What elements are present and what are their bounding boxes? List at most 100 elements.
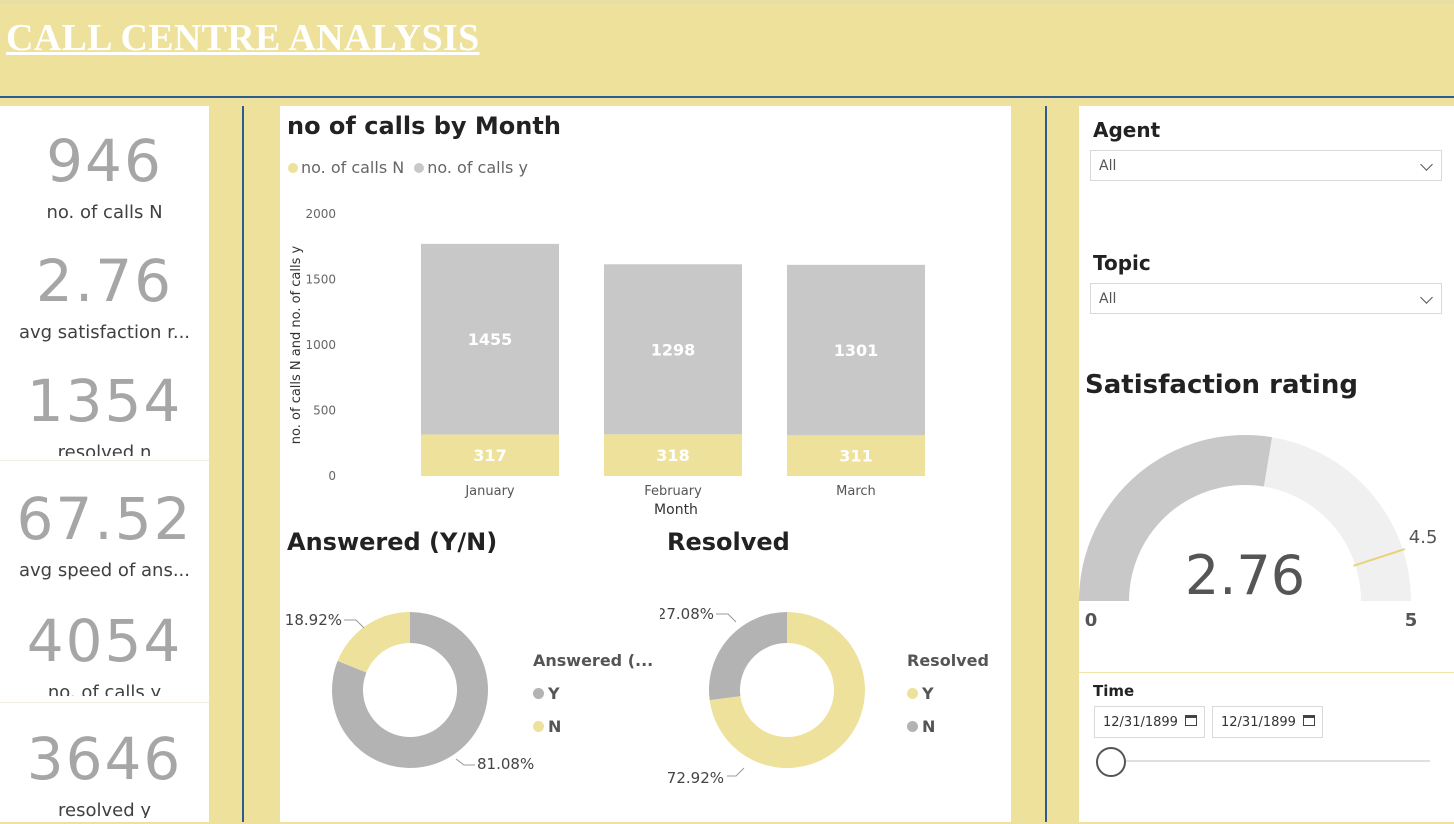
kpi-label: avg speed of ans... <box>19 560 190 581</box>
start-date-value: 12/31/1899 <box>1103 715 1178 730</box>
legend-dot-icon <box>907 688 918 699</box>
bar-data-label: 317 <box>473 446 506 465</box>
y-tick-label: 500 <box>313 404 336 418</box>
bar-february-calls-n[interactable] <box>604 434 742 476</box>
agent-slicer-title: Agent <box>1093 118 1161 142</box>
time-slicer-title: Time <box>1093 682 1135 700</box>
kpi-card-resolved-y[interactable]: 3646 resolved y <box>0 730 209 818</box>
resolved-legend-title: Resolved <box>907 651 989 670</box>
kpi-value: 946 <box>46 132 163 195</box>
donut-slice-y[interactable] <box>709 612 865 768</box>
bar-march-calls-y[interactable] <box>787 264 925 436</box>
chevron-down-icon <box>1420 158 1433 171</box>
right-panel: Agent All Topic All Satisfaction rating … <box>1079 106 1454 822</box>
legend-dot-icon <box>414 162 425 173</box>
time-slider-handle[interactable] <box>1096 747 1126 777</box>
legend-dot-icon <box>907 721 918 732</box>
tab-strip <box>0 0 1454 4</box>
resolved-donut-chart[interactable]: 27.08% 72.92% <box>660 576 920 816</box>
kpi-value: 3646 <box>26 730 183 793</box>
legend-dot-icon <box>533 721 544 732</box>
answered-donut-chart[interactable]: 18.92% 81.08% <box>280 576 540 816</box>
legend-item-answered-n[interactable]: N <box>533 717 653 736</box>
kpi-label: no. of calls y <box>47 682 162 696</box>
end-date-input[interactable]: 12/31/1899 <box>1212 706 1323 738</box>
leader-line <box>455 758 475 766</box>
legend-label: Y <box>548 684 560 703</box>
answered-legend-title: Answered (... <box>533 651 654 670</box>
kpi-card-calls-n[interactable]: 946 no. of calls N <box>0 132 209 223</box>
start-date-input[interactable]: 12/31/1899 <box>1094 706 1205 738</box>
gauge-target-label: 4.5 <box>1409 527 1438 548</box>
kpi-card-resolved-n[interactable]: 1354 resolved n <box>0 372 209 456</box>
bar-january-calls-y[interactable] <box>421 243 559 435</box>
bar-february-calls-y[interactable] <box>604 264 742 435</box>
legend-item-resolved-n[interactable]: N <box>907 717 1007 736</box>
topic-dropdown-value: All <box>1099 291 1117 307</box>
resolved-legend: Resolved Y N <box>907 651 1007 736</box>
bar-data-label: 318 <box>656 446 689 465</box>
bar-data-label: 1298 <box>651 340 696 359</box>
gauge-min-label: 0 <box>1085 610 1098 626</box>
leader-line <box>344 619 365 629</box>
legend-item-calls-y[interactable]: no. of calls y <box>414 158 528 177</box>
donut-data-label: 27.08% <box>660 605 714 623</box>
gauge-fill <box>1079 435 1272 601</box>
topic-slicer-title: Topic <box>1093 251 1151 275</box>
page-title: CALL CENTRE ANALYSIS <box>6 17 480 59</box>
y-tick-label: 1500 <box>305 273 336 287</box>
kpi-panel: 946 no. of calls N 2.76 avg satisfaction… <box>0 106 209 822</box>
kpi-value: 67.52 <box>16 490 193 553</box>
donut-data-label: 18.92% <box>285 611 342 629</box>
legend-label: no. of calls y <box>427 158 528 177</box>
kpi-card-avg-speed[interactable]: 67.52 avg speed of ans... <box>0 490 209 581</box>
time-slider-track[interactable] <box>1112 760 1430 762</box>
legend-item-answered-y[interactable]: Y <box>533 684 653 703</box>
agent-dropdown-value: All <box>1099 158 1117 174</box>
bar-march-calls-n[interactable] <box>787 435 925 476</box>
legend-dot-icon <box>533 688 544 699</box>
donut-data-label: 72.92% <box>667 769 724 787</box>
kpi-card-calls-y[interactable]: 4054 no. of calls y <box>0 612 209 696</box>
legend-label: N <box>548 717 562 736</box>
leader-line <box>727 767 745 777</box>
legend-label: no. of calls N <box>301 158 405 177</box>
bar-chart-legend: no. of calls N no. of calls y <box>288 158 538 177</box>
header: CALL CENTRE ANALYSIS <box>0 0 1454 98</box>
y-tick-label: 1000 <box>305 338 336 352</box>
calendar-icon[interactable] <box>1185 715 1197 726</box>
bar-chart[interactable]: 0 500 1000 1500 2000 no. of calls N and no. o… <box>280 186 1011 516</box>
topic-dropdown[interactable]: All <box>1090 283 1442 314</box>
gauge-max-label: 5 <box>1405 610 1418 626</box>
divider-line-left <box>242 106 244 822</box>
donut-slice-y[interactable] <box>332 612 488 768</box>
kpi-value: 1354 <box>26 372 183 435</box>
time-separator <box>1079 672 1454 673</box>
satisfaction-gauge[interactable]: 4.5 2.76 0 5 <box>1079 426 1454 626</box>
kpi-label: resolved y <box>58 800 151 818</box>
x-tick-label: January <box>464 484 515 499</box>
kpi-separator <box>0 702 209 703</box>
legend-label: Y <box>922 684 934 703</box>
end-date-value: 12/31/1899 <box>1221 715 1296 730</box>
donut-data-label: 81.08% <box>477 755 534 773</box>
y-tick-label: 0 <box>328 469 336 483</box>
bar-data-label: 1455 <box>468 330 513 349</box>
legend-item-resolved-y[interactable]: Y <box>907 684 1007 703</box>
x-tick-label: February <box>644 484 702 499</box>
bar-january-calls-n[interactable] <box>421 434 559 476</box>
kpi-card-avg-satisfaction[interactable]: 2.76 avg satisfaction r... <box>0 252 209 343</box>
legend-dot-icon <box>288 162 298 173</box>
kpi-separator <box>0 460 209 461</box>
bar-chart-title: no of calls by Month <box>287 112 561 140</box>
legend-item-calls-n[interactable]: no. of calls N <box>288 158 404 177</box>
donut-slice-n[interactable] <box>337 612 410 673</box>
kpi-label: avg satisfaction r... <box>18 322 191 343</box>
answered-legend: Answered (... Y N <box>533 651 653 736</box>
kpi-value: 2.76 <box>35 252 174 315</box>
agent-dropdown[interactable]: All <box>1090 150 1442 181</box>
kpi-label: no. of calls N <box>46 202 163 223</box>
calendar-icon[interactable] <box>1303 715 1315 726</box>
divider-line-right <box>1045 106 1047 822</box>
donut-slice-n[interactable] <box>709 612 787 701</box>
